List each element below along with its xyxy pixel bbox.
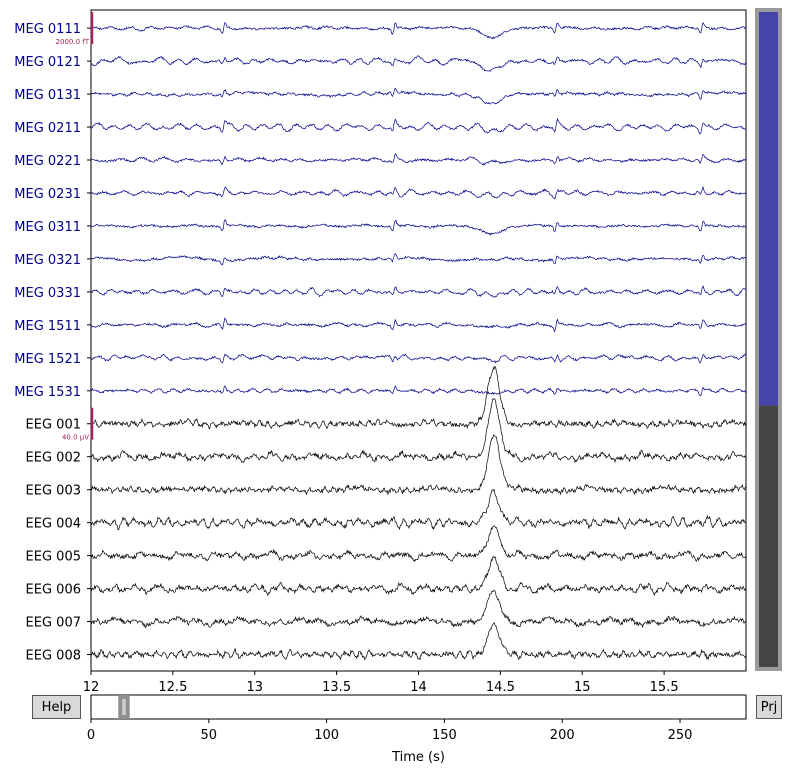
trace-eeg-001 bbox=[91, 365, 746, 430]
time-tick-label: 14.5 bbox=[486, 680, 515, 695]
overview-tick-label: 0 bbox=[87, 728, 95, 743]
time-tick-label: 15 bbox=[574, 680, 591, 695]
trace-meg-1511 bbox=[91, 317, 746, 333]
eeg-scale-label: 40.0 µV bbox=[62, 434, 89, 442]
time-tick-label: 12 bbox=[83, 680, 100, 695]
overview-xlabel: Time (s) bbox=[391, 750, 445, 765]
main-plot-frame bbox=[90, 9, 747, 672]
trace-group bbox=[91, 22, 746, 661]
channel-label[interactable]: EEG 002 bbox=[26, 451, 81, 466]
channel-label[interactable]: EEG 003 bbox=[26, 484, 81, 499]
trace-meg-0131 bbox=[91, 87, 746, 105]
trace-meg-0331 bbox=[91, 285, 746, 298]
trace-eeg-002 bbox=[91, 398, 746, 464]
channel-label[interactable]: MEG 1521 bbox=[14, 352, 81, 367]
vertical-scrollbar-eeg[interactable] bbox=[756, 405, 781, 669]
time-tick-label: 14 bbox=[410, 680, 427, 695]
time-tick-label: 15.5 bbox=[650, 680, 679, 695]
trace-meg-0321 bbox=[91, 253, 746, 266]
vertical-scrollbar-meg[interactable] bbox=[756, 10, 781, 406]
trace-meg-1521 bbox=[91, 353, 746, 364]
meg-scale-label: 2000.0 fT bbox=[56, 38, 90, 46]
time-tick-label: 12.5 bbox=[158, 680, 187, 695]
channel-label[interactable]: EEG 001 bbox=[26, 418, 81, 433]
trace-eeg-005 bbox=[91, 525, 746, 563]
channel-label[interactable]: MEG 0221 bbox=[14, 154, 81, 169]
channel-label[interactable]: MEG 0111 bbox=[14, 22, 81, 37]
overview-tick-label: 50 bbox=[201, 728, 218, 743]
trace-eeg-004 bbox=[91, 488, 746, 531]
projector-button[interactable]: Prj bbox=[756, 695, 782, 719]
channel-label[interactable]: MEG 0311 bbox=[14, 220, 81, 235]
time-tick-label: 13 bbox=[246, 680, 263, 695]
overview-tick-label: 100 bbox=[314, 728, 339, 743]
channel-label[interactable]: EEG 006 bbox=[26, 583, 81, 598]
trace-eeg-007 bbox=[91, 589, 746, 629]
overview-tick-label: 150 bbox=[432, 728, 457, 743]
channel-label[interactable]: EEG 005 bbox=[26, 550, 81, 565]
time-tick-label: 13.5 bbox=[322, 680, 351, 695]
time-window-thumb[interactable] bbox=[118, 695, 130, 719]
overview-tick-label: 250 bbox=[668, 728, 693, 743]
trace-eeg-003 bbox=[91, 434, 746, 496]
trace-meg-0311 bbox=[91, 219, 746, 236]
channel-label[interactable]: MEG 0331 bbox=[14, 286, 81, 301]
channel-label[interactable]: MEG 1511 bbox=[14, 319, 81, 334]
trace-meg-0121 bbox=[91, 55, 746, 72]
trace-meg-0221 bbox=[91, 153, 746, 166]
channel-label[interactable]: MEG 0211 bbox=[14, 121, 81, 136]
trace-eeg-006 bbox=[91, 556, 746, 597]
trace-meg-1531 bbox=[91, 385, 746, 397]
time-overview-bar[interactable] bbox=[90, 694, 747, 720]
channel-label[interactable]: MEG 0121 bbox=[14, 55, 81, 70]
channel-label[interactable]: MEG 0321 bbox=[14, 253, 81, 268]
trace-meg-0231 bbox=[91, 185, 746, 200]
trace-eeg-008 bbox=[91, 622, 746, 661]
trace-meg-0111 bbox=[91, 22, 746, 40]
help-button[interactable]: Help bbox=[32, 695, 81, 719]
vertical-scrollbar-thumb[interactable] bbox=[755, 8, 782, 671]
channel-label[interactable]: EEG 007 bbox=[26, 616, 81, 631]
channel-label[interactable]: MEG 0131 bbox=[14, 88, 81, 103]
channel-label[interactable]: MEG 0231 bbox=[14, 187, 81, 202]
channel-label[interactable]: EEG 008 bbox=[26, 649, 81, 664]
trace-meg-0211 bbox=[91, 117, 746, 135]
channel-label[interactable]: MEG 1531 bbox=[14, 385, 81, 400]
overview-tick-label: 200 bbox=[550, 728, 575, 743]
channel-label[interactable]: EEG 004 bbox=[26, 517, 81, 532]
